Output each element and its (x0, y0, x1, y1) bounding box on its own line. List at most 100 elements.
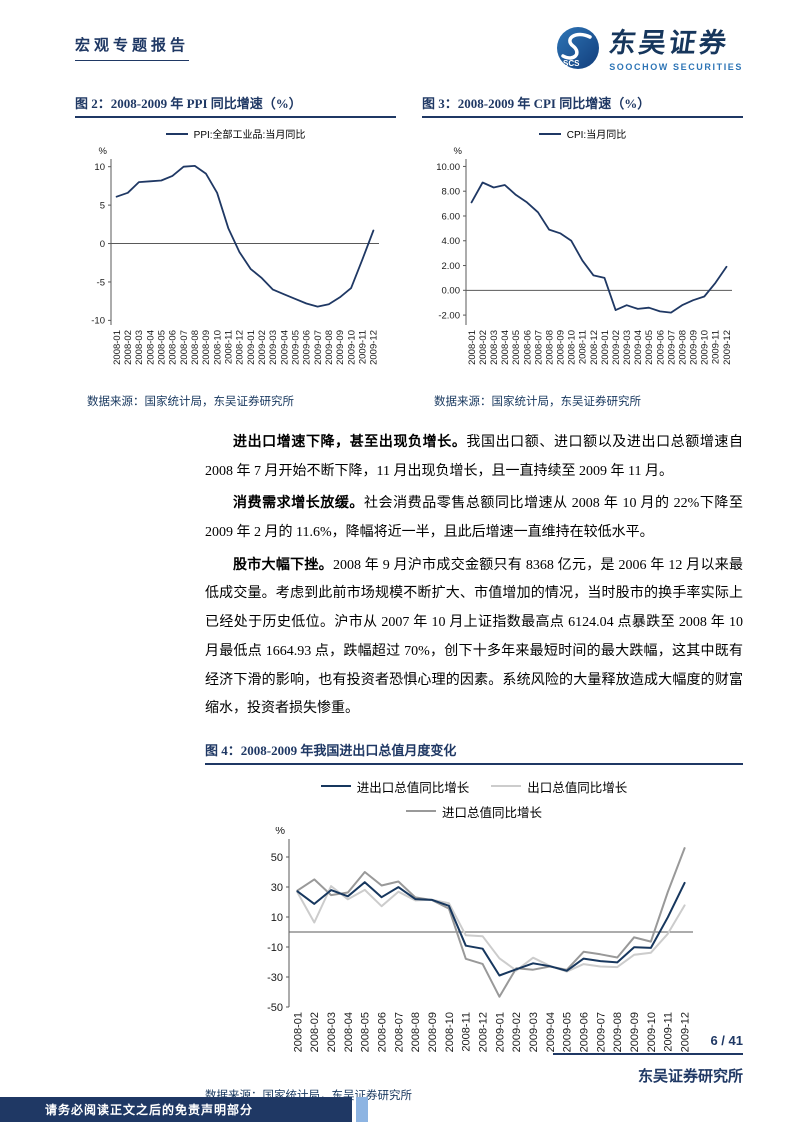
svg-text:2008-08: 2008-08 (190, 330, 201, 365)
svg-text:2008-02: 2008-02 (478, 330, 489, 365)
svg-text:2009-01: 2009-01 (600, 330, 611, 365)
svg-text:2009-08: 2009-08 (677, 330, 688, 365)
svg-text:2008-07: 2008-07 (393, 1012, 405, 1052)
svg-text:2008-05: 2008-05 (157, 330, 168, 365)
paragraph-trade: 进出口增速下降，甚至出现负增长。我国出口额、进口额以及进出口总额增速自 2008… (205, 429, 743, 486)
legend-item: CPI:当月同比 (538, 126, 627, 141)
svg-text:2009-06: 2009-06 (302, 330, 313, 365)
svg-text:2009-10: 2009-10 (346, 330, 357, 365)
svg-text:30: 30 (271, 882, 283, 894)
legend-line-swatch (491, 785, 522, 788)
svg-text:0: 0 (100, 239, 105, 250)
svg-text:10: 10 (271, 912, 283, 924)
figure3-title: 图 3：2008-2009 年 CPI 同比增速（%） (422, 93, 743, 118)
svg-text:2008-01: 2008-01 (112, 330, 123, 365)
logo-abbr-text: SCS (563, 59, 580, 68)
brand-logo: SCS 东吴证券 SOOCHOW SECURITIES (556, 26, 743, 75)
paragraph-lead: 股市大幅下挫。 (233, 557, 333, 573)
paragraph-body: 2008 年 9 月沪市成交金额只有 8368 亿元，是 2006 年 12 月… (205, 557, 744, 717)
svg-text:2008-03: 2008-03 (326, 1012, 338, 1052)
figure2-block: 图 2：2008-2009 年 PPI 同比增速（%） PPI:全部工业品:当月… (75, 93, 396, 409)
research-institute-label: 东吴证券研究所 (637, 1069, 743, 1085)
brand-name: 东吴证券 (607, 27, 732, 58)
svg-text:2008-07: 2008-07 (533, 330, 544, 365)
legend-line-swatch (320, 785, 351, 788)
figure2-legend: PPI:全部工业品:当月同比 (75, 126, 396, 141)
svg-text:2009-12: 2009-12 (679, 1012, 691, 1052)
svg-text:2009-01: 2009-01 (246, 330, 257, 365)
svg-text:2008-06: 2008-06 (522, 330, 533, 365)
svg-text:2009-08: 2009-08 (324, 330, 335, 365)
paragraph-lead: 进出口增速下降，甚至出现负增长。 (233, 435, 467, 450)
cpi-chart: 10.008.006.004.002.000.00-2.00%2008-01 20… (436, 146, 733, 365)
svg-text:-10: -10 (91, 316, 105, 327)
svg-text:-10: -10 (267, 942, 283, 954)
legend-label: 进口总值同比增长 (441, 805, 542, 820)
figure3-source: 数据来源：国家统计局，东吴证券研究所 (434, 396, 641, 408)
brand-subtitle: SOOCHOW SECURITIES (609, 61, 743, 72)
soochow-logo-icon: SCS (556, 26, 600, 75)
paragraph-body: 社会消费品零售总额同比增速从 2008 年 10 月的 22%下降至 2009 … (205, 496, 743, 541)
svg-text:2008-01: 2008-01 (292, 1012, 304, 1052)
legend-item: 出口总值同比增长 (491, 777, 627, 796)
svg-text:2008-08: 2008-08 (410, 1012, 422, 1052)
svg-text:2008-09: 2008-09 (556, 330, 567, 365)
figure2-title: 图 2：2008-2009 年 PPI 同比增速（%） (75, 93, 396, 118)
svg-text:2008-04: 2008-04 (343, 1012, 355, 1052)
legend-line-swatch (405, 810, 436, 813)
svg-text:2009-03: 2009-03 (622, 330, 633, 365)
svg-text:2009-09: 2009-09 (629, 1012, 641, 1052)
figure3-legend: CPI:当月同比 (422, 126, 743, 141)
svg-text:%: % (275, 827, 285, 837)
svg-text:2008-04: 2008-04 (145, 330, 156, 365)
svg-text:2008-06: 2008-06 (168, 330, 179, 365)
svg-text:2009-07: 2009-07 (313, 330, 324, 365)
legend-label: PPI:全部工业品:当月同比 (193, 130, 306, 141)
svg-text:%: % (99, 146, 108, 157)
paragraph-lead: 消费需求增长放缓。 (233, 496, 364, 512)
svg-text:2008-11: 2008-11 (461, 1012, 473, 1052)
legend-item: PPI:全部工业品:当月同比 (165, 126, 306, 141)
disclaimer-bar: 请务必阅读正文之后的免责声明部分 (0, 1097, 368, 1122)
svg-text:2008-04: 2008-04 (500, 330, 511, 365)
report-type-label: 宏观专题报告 (75, 34, 190, 61)
svg-text:2008-06: 2008-06 (376, 1012, 388, 1052)
svg-text:2008-12: 2008-12 (235, 330, 246, 365)
svg-text:2008-09: 2008-09 (201, 330, 212, 365)
svg-text:2009-08: 2009-08 (612, 1012, 624, 1052)
legend-line-swatch (538, 132, 561, 135)
svg-text:2009-07: 2009-07 (595, 1012, 607, 1052)
figure2-source: 数据来源：国家统计局，东吴证券研究所 (87, 396, 294, 408)
svg-text:2009-05: 2009-05 (644, 330, 655, 365)
svg-text:2008-09: 2008-09 (427, 1012, 439, 1052)
svg-text:-5: -5 (97, 277, 105, 288)
svg-text:2008-05: 2008-05 (360, 1012, 372, 1052)
svg-text:10: 10 (94, 162, 105, 173)
svg-text:-2.00: -2.00 (438, 310, 460, 321)
figure3-block: 图 3：2008-2009 年 CPI 同比增速（%） CPI:当月同比 10.… (422, 93, 743, 409)
svg-text:-50: -50 (267, 1002, 283, 1014)
paragraph-consumption: 消费需求增长放缓。社会消费品零售总额同比增速从 2008 年 10 月的 22%… (205, 490, 743, 547)
svg-text:2009-12: 2009-12 (369, 330, 380, 365)
svg-text:5: 5 (100, 200, 105, 211)
svg-text:2008-12: 2008-12 (589, 330, 600, 365)
svg-text:2009-04: 2009-04 (545, 1012, 557, 1052)
svg-text:2009-09: 2009-09 (335, 330, 346, 365)
legend-line-swatch (165, 132, 188, 135)
svg-text:2008-10: 2008-10 (212, 330, 223, 365)
svg-text:2009-05: 2009-05 (562, 1012, 574, 1052)
svg-text:2009-11: 2009-11 (358, 330, 369, 364)
svg-text:2009-06: 2009-06 (578, 1012, 590, 1052)
legend-label: 进出口总值同比增长 (356, 780, 470, 795)
svg-text:2009-12: 2009-12 (722, 330, 733, 365)
svg-text:2009-02: 2009-02 (257, 330, 268, 365)
svg-text:50: 50 (271, 852, 283, 864)
svg-text:2009-03: 2009-03 (528, 1012, 540, 1052)
legend-label: CPI:当月同比 (566, 130, 627, 141)
page-header: 宏观专题报告 SCS 东吴证券 SOOCHOW SECURITIES (0, 0, 793, 75)
svg-text:2009-10: 2009-10 (646, 1012, 658, 1052)
svg-text:2008-03: 2008-03 (134, 330, 145, 365)
svg-text:2009-11: 2009-11 (711, 330, 722, 364)
